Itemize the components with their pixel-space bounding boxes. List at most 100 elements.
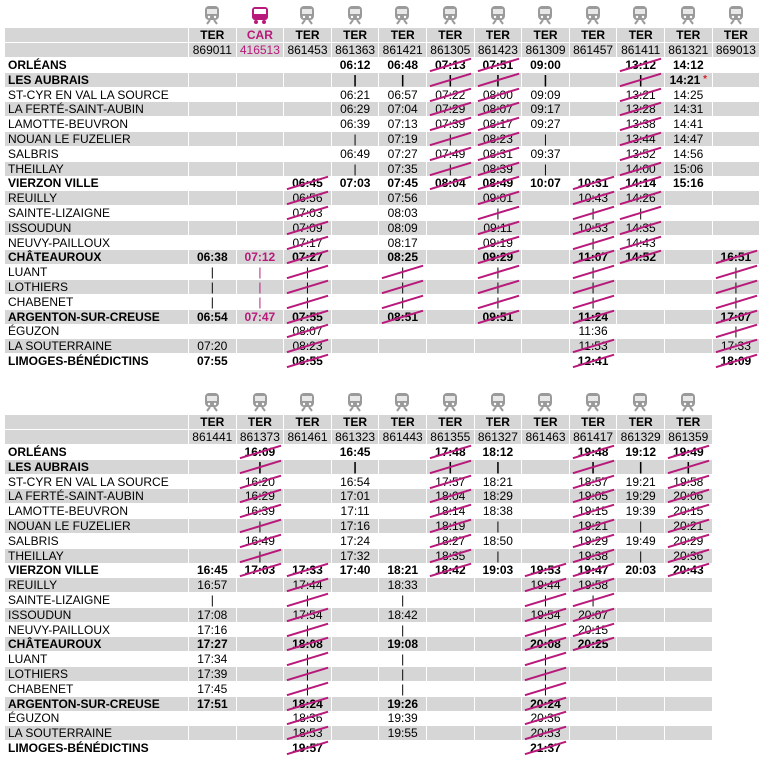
time-cell: [522, 534, 569, 548]
time-cell: [427, 280, 474, 294]
time-cell: 08:17: [387, 235, 418, 250]
station-name: LA FERTÉ-SAINT-AUBIN: [5, 489, 188, 504]
time-cell: [617, 696, 664, 711]
time-cell: [427, 250, 474, 265]
time-cell: |: [617, 519, 664, 533]
cancelled-time: 20:36: [522, 711, 569, 725]
time-cell: [522, 265, 569, 279]
cancelled-time: 17:44: [284, 578, 331, 593]
cancelled-time: 13:12: [617, 58, 664, 72]
cancelled-time: |: [570, 593, 617, 607]
time-cell: 17:08: [189, 607, 236, 622]
time-cell: [712, 161, 760, 176]
time-cell: 17:16: [197, 622, 228, 637]
train-icon: [538, 6, 553, 25]
cancelled-time: 14:14: [617, 176, 664, 190]
time-cell: [570, 58, 617, 72]
time-cell: |: [331, 132, 379, 146]
time-cell: [665, 682, 712, 696]
time-cell: [570, 652, 617, 666]
time-cell: [427, 220, 474, 235]
station-name: LES AUBRAIS: [5, 72, 188, 87]
time-cell: [617, 309, 664, 324]
cancelled-time: 14:43: [617, 236, 664, 250]
time-cell: [237, 741, 284, 755]
time-cell: [570, 88, 617, 102]
time-cell: |: [331, 161, 379, 176]
time-cell: [522, 489, 569, 504]
cancelled-time: 17:03: [237, 563, 284, 577]
time-cell: [189, 161, 236, 176]
cancelled-time: 08:31: [475, 147, 522, 161]
cancelled-time: 08:17: [475, 117, 522, 131]
cancelled-time: 09:29: [474, 250, 522, 265]
time-cell: [569, 667, 617, 681]
time-cell: [522, 339, 569, 354]
cancelled-time: |: [665, 459, 712, 474]
cancelled-time: 06:56: [284, 191, 331, 206]
time-cell: |: [522, 72, 569, 87]
time-cell: [522, 295, 569, 309]
header-blank: [5, 415, 188, 429]
time-cell: 15:06: [665, 161, 712, 176]
time-cell: [617, 667, 664, 681]
time-cell: 15:16: [672, 176, 704, 191]
cancelled-time: |: [570, 295, 617, 309]
time-cell: 06:57: [387, 87, 418, 102]
station-name: VIERZON VILLE: [8, 176, 99, 191]
time-cell: [236, 132, 284, 146]
cancelled-time: 08:07: [474, 102, 522, 117]
cancelled-time: 08:04: [427, 176, 474, 190]
time-cell: 19:29: [617, 489, 664, 504]
time-cell: [427, 711, 474, 725]
time-cell: |: [379, 72, 426, 87]
cancelled-time: 19:38: [569, 548, 617, 563]
cancelled-time: 20:15: [665, 504, 712, 518]
bus-icon: [251, 7, 268, 24]
cancelled-time: 19:53: [522, 563, 569, 577]
station-name: REUILLY: [5, 578, 188, 593]
time-cell: [237, 58, 284, 72]
cancelled-time: 18:14: [427, 504, 474, 518]
cancelled-time: 08:49: [475, 176, 522, 190]
time-cell: [379, 339, 426, 354]
time-cell: |: [331, 459, 379, 474]
time-cell: [236, 578, 284, 593]
station-name: REUILLY: [5, 191, 188, 206]
cancelled-time: |: [236, 519, 284, 533]
time-cell: 20:03: [625, 563, 657, 578]
time-cell: |: [401, 593, 405, 607]
cancelled-time: 07:03: [284, 206, 331, 220]
train-icon: [252, 393, 267, 412]
time-cell: 18:21: [482, 474, 513, 489]
time-cell: [236, 220, 284, 235]
time-cell: [522, 519, 569, 533]
time-cell: 07:20: [189, 339, 236, 354]
time-cell: [712, 191, 760, 206]
time-cell: [617, 280, 664, 294]
cancelled-time: |: [284, 295, 331, 309]
cancelled-time: |: [522, 667, 569, 681]
time-cell: [617, 324, 664, 338]
station-name: CHÂTEAUROUX: [5, 250, 188, 265]
train-icon: [585, 6, 600, 25]
time-cell: [189, 534, 236, 548]
time-cell: [284, 102, 331, 117]
cancelled-time: |: [522, 682, 569, 696]
time-cell: [665, 339, 712, 354]
time-cell: [569, 161, 617, 176]
cancelled-time: 08:00: [475, 88, 522, 102]
time-cell: [475, 741, 522, 755]
time-cell: [713, 206, 760, 220]
time-cell: |: [401, 622, 405, 637]
time-cell: [284, 504, 331, 518]
time-cell: 06:54: [189, 309, 236, 324]
time-cell: 18:38: [482, 504, 513, 519]
time-cell: [475, 354, 522, 368]
cancelled-time: 20:43: [665, 563, 712, 577]
time-cell: [427, 593, 474, 607]
time-cell: [189, 459, 236, 474]
time-cell: 09:00: [530, 58, 561, 72]
time-cell: [665, 578, 712, 593]
time-cell: [379, 504, 426, 518]
